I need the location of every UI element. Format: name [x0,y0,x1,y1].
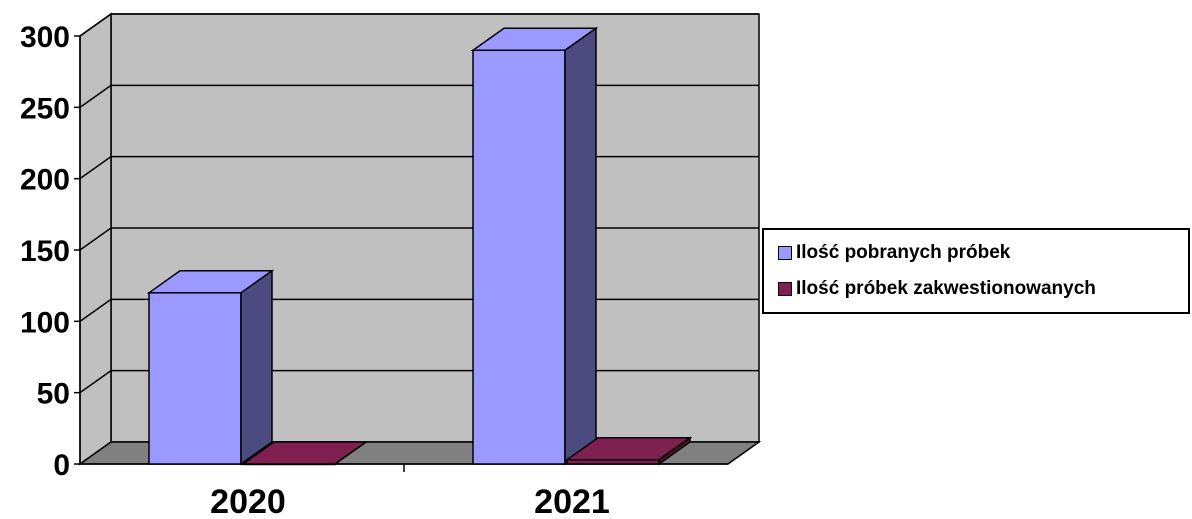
bar-side [334,441,367,465]
legend-label-sampled: Ilość pobranych próbek [796,242,1011,263]
gridline [79,13,759,37]
y-tick-label: 250 [20,92,70,125]
bar-front [472,49,566,465]
legend-item-sampled: Ilość pobranych próbek [778,242,1010,264]
bar-side [240,269,273,466]
legend-swatch-sampled [778,246,792,260]
bar-side [658,436,691,466]
y-tick-label: 0 [53,449,70,482]
legend-label-questioned: Ilość próbek zakwestionowanych [796,278,1096,299]
bar [146,269,275,466]
y-tick-label: 200 [20,164,70,197]
y-tick-label: 100 [20,306,70,339]
tick-labels: 0 50 100 150 200 250 300 2020 2021 [20,21,610,519]
bar-front [148,292,242,465]
legend: Ilość pobranych próbek Ilość próbek zakw… [762,228,1190,314]
x-tick-label: 2020 [210,483,286,519]
legend-swatch-questioned [778,282,792,296]
y-tick-label: 50 [37,378,70,411]
bar [564,436,693,466]
bars [146,26,693,466]
bar [470,26,599,466]
x-tick-label: 2021 [534,483,610,519]
y-tick-label: 300 [20,21,70,54]
bar [240,441,369,466]
legend-item-questioned: Ilość próbek zakwestionowanych [778,278,1096,300]
bar-side [564,26,597,466]
y-tick-label: 150 [20,235,70,268]
